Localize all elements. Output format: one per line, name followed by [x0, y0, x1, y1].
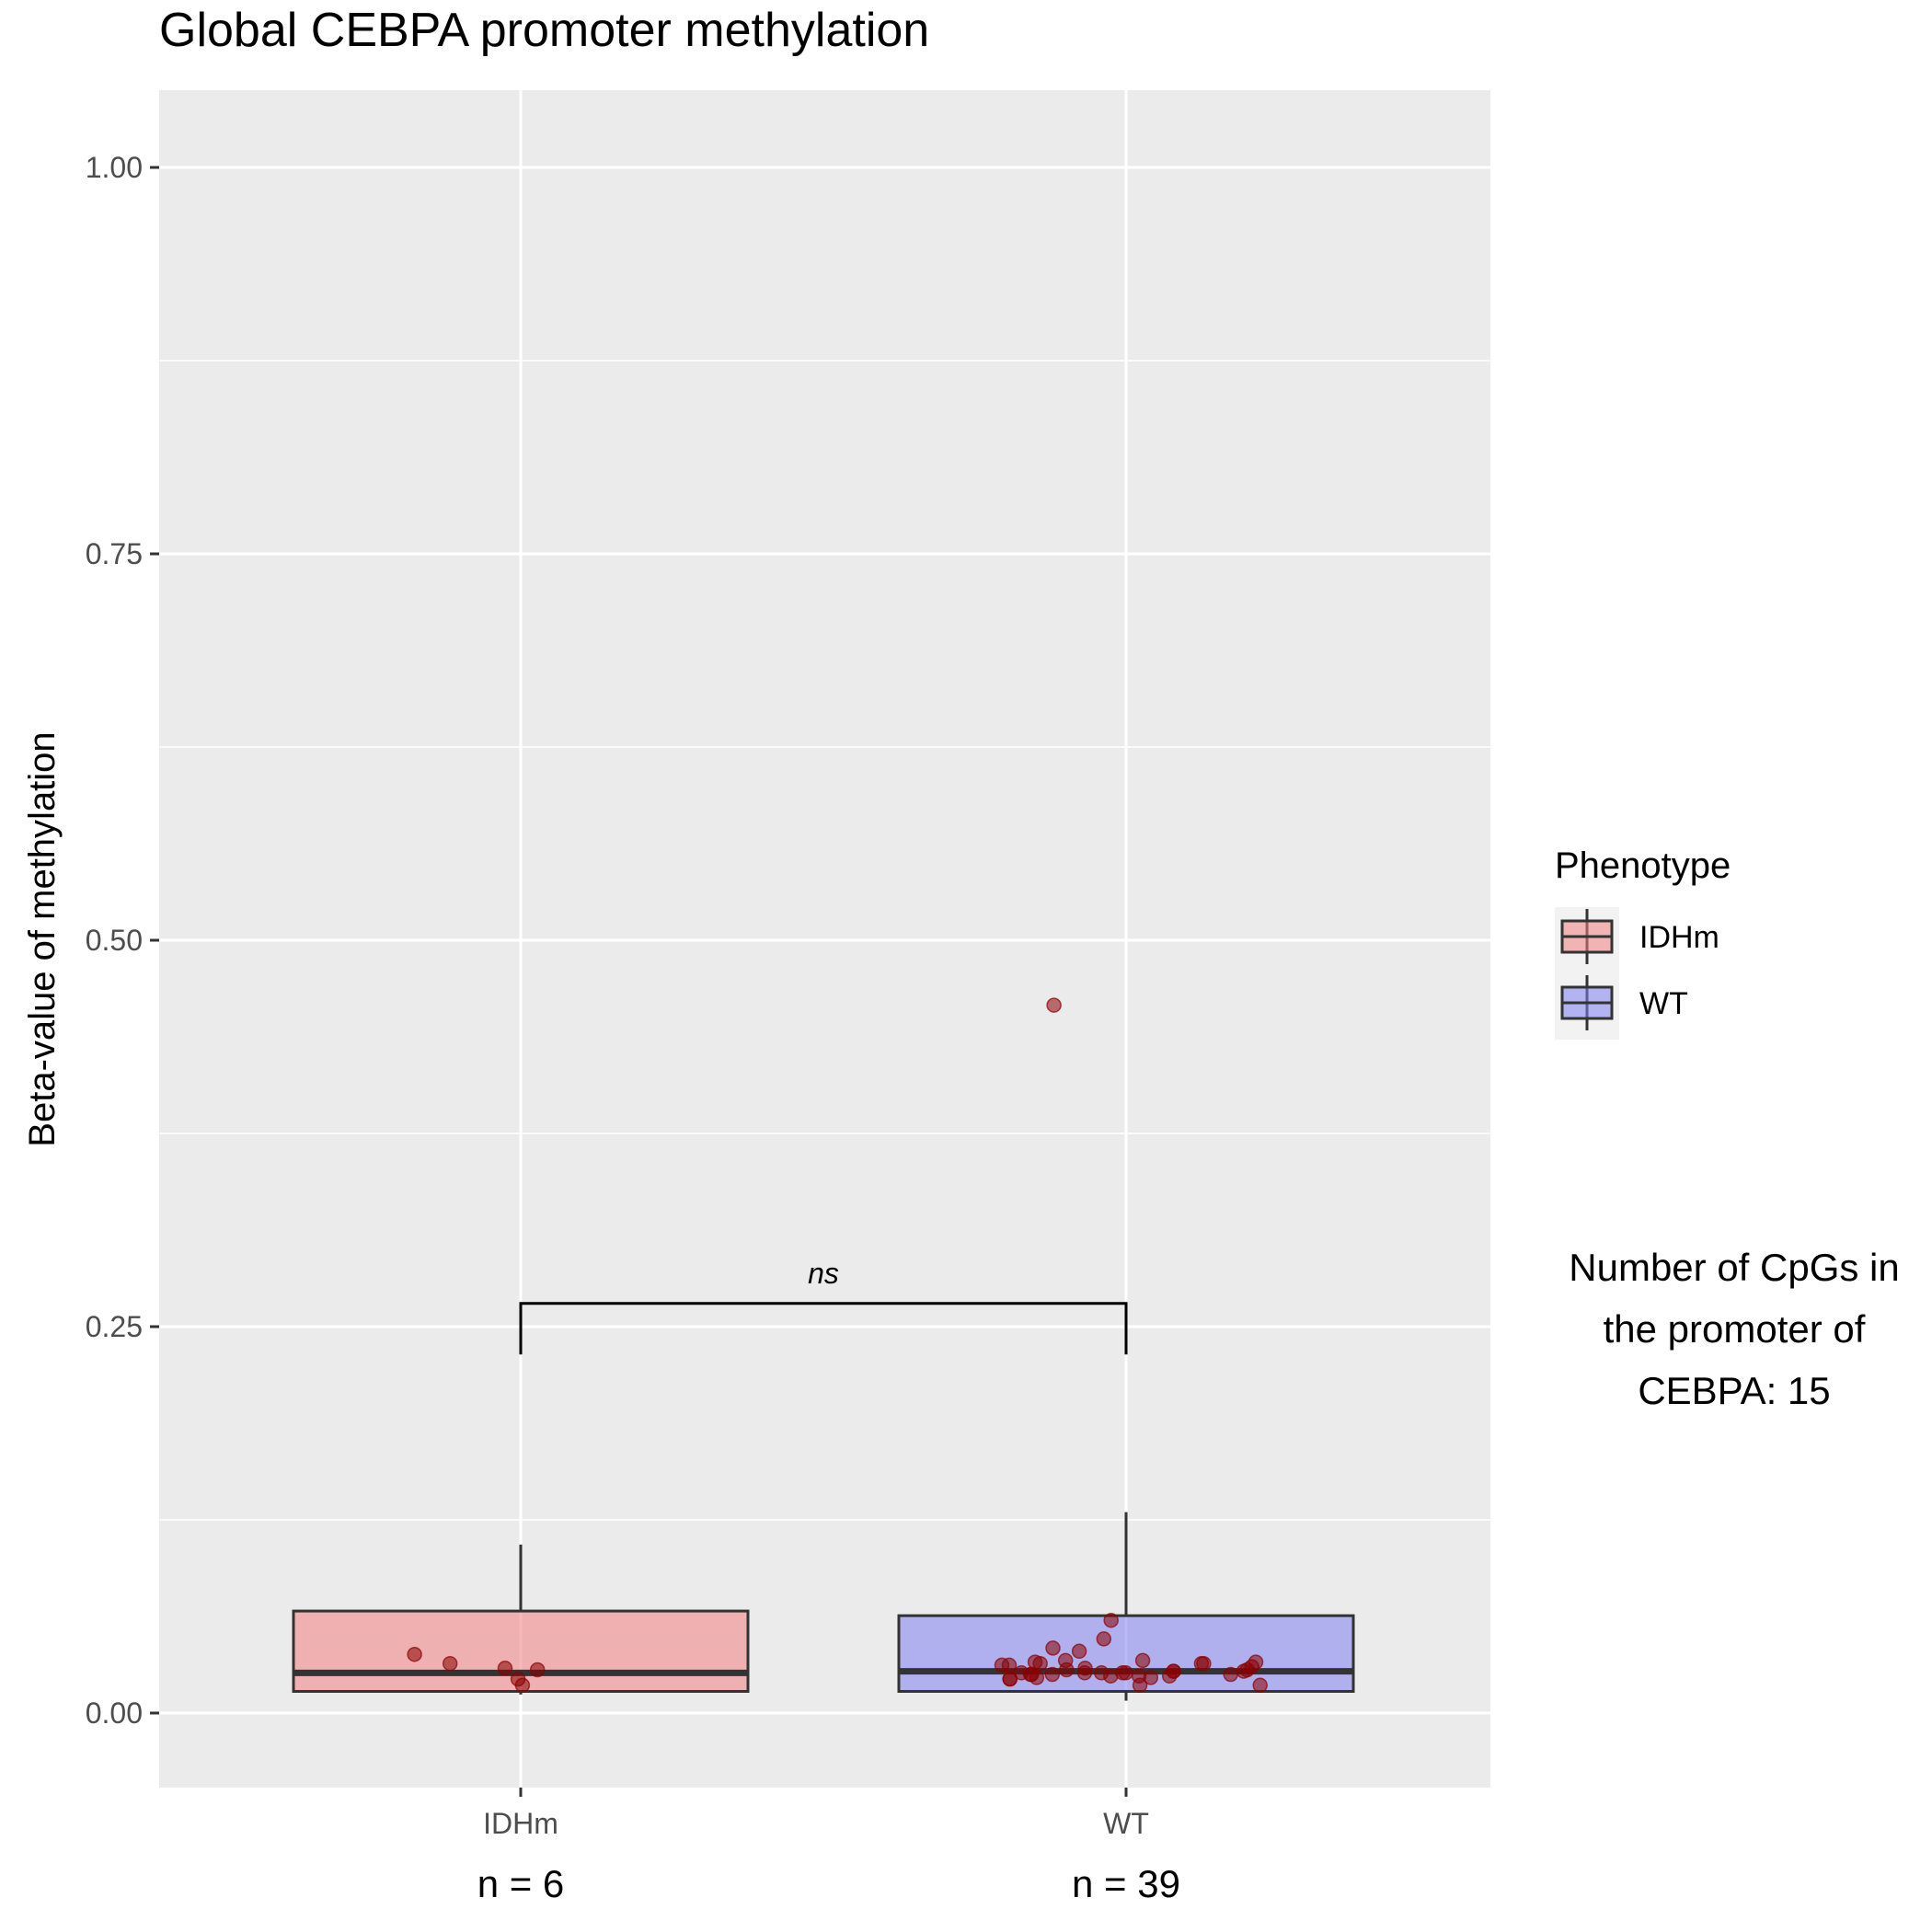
data-point [442, 1655, 458, 1672]
grid-lines [159, 90, 1490, 1788]
significance-bracket: ns [519, 1257, 1128, 1355]
data-point [1252, 1677, 1268, 1694]
legend-label: IDHm [1639, 920, 1719, 955]
sample-size-label: n = 39 [1072, 1862, 1180, 1905]
data-point [1022, 1666, 1039, 1683]
data-point [1076, 1665, 1093, 1681]
data-point [514, 1677, 531, 1694]
data-point [497, 1661, 513, 1676]
y-tick-label: 1.00 [86, 151, 143, 184]
y-tick-label: 0.25 [86, 1310, 143, 1343]
legend-label: WT [1639, 986, 1688, 1021]
data-point [529, 1662, 546, 1678]
data-point [1166, 1663, 1181, 1679]
x-tick-label: WT [1103, 1807, 1149, 1840]
significance-label: ns [808, 1257, 839, 1290]
data-point [1134, 1652, 1151, 1669]
data-points [407, 997, 1268, 1694]
data-point [1046, 997, 1062, 1013]
data-point [994, 1657, 1010, 1673]
bracket-line [519, 1302, 1128, 1355]
cpg-note: Number of CpGs in the promoter of CEBPA:… [1569, 1246, 1899, 1412]
legend-item-wt: WT [1560, 975, 1688, 1030]
legend: Phenotype IDHm WT [1555, 845, 1731, 1040]
y-tick-label: 0.75 [86, 537, 143, 570]
y-tick-label: 0.50 [86, 924, 143, 957]
y-axis-title: Beta-value of methylation [22, 731, 63, 1146]
data-point [1103, 1612, 1119, 1628]
data-point [1096, 1631, 1112, 1647]
sample-size-label: n = 6 [477, 1862, 565, 1905]
data-point [1131, 1668, 1147, 1684]
data-point [1045, 1640, 1061, 1656]
data-point [1103, 1668, 1119, 1684]
note-line-2: the promoter of [1604, 1307, 1866, 1351]
note-line-1: Number of CpGs in [1569, 1246, 1899, 1289]
chart-title: Global CEBPA promoter methylation [159, 4, 929, 57]
data-point [1071, 1643, 1087, 1660]
legend-item-idhm: IDHm [1560, 909, 1719, 964]
data-point [1193, 1655, 1210, 1672]
legend-title: Phenotype [1555, 845, 1731, 886]
data-point [1223, 1666, 1238, 1683]
data-point [1057, 1652, 1074, 1669]
note-line-3: CEBPA: 15 [1638, 1369, 1830, 1412]
data-point [407, 1646, 422, 1662]
data-point [1236, 1663, 1252, 1679]
axes: 0.00 0.25 0.50 0.75 1.00 IDHm n = 6 WT n = 39 [86, 151, 1180, 1905]
x-tick-label: IDHm [483, 1807, 558, 1840]
data-point [1002, 1671, 1018, 1687]
data-point [1044, 1666, 1061, 1683]
y-tick-label: 0.00 [86, 1696, 143, 1730]
